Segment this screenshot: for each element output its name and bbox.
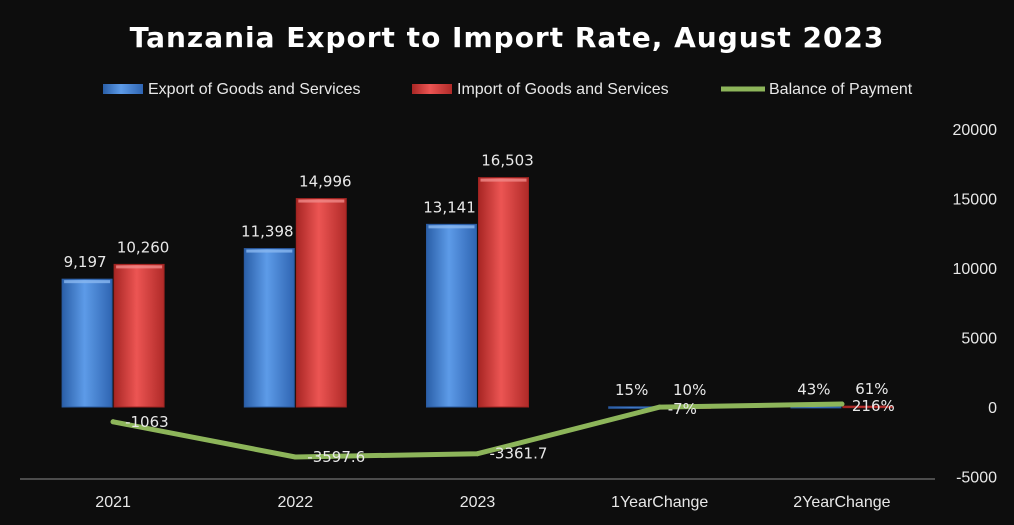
data-label-export: 11,398: [241, 223, 294, 241]
bar-import: [478, 177, 529, 408]
data-label-export: 15%: [615, 381, 648, 399]
legend-label-export: Export of Goods and Services: [148, 81, 361, 98]
data-label-import: 16,503: [481, 152, 534, 170]
data-label-balance: 216%: [852, 397, 895, 415]
data-label-export: 9,197: [64, 253, 107, 271]
bar-highlight-import: [116, 265, 163, 269]
data-label-export: 43%: [797, 380, 830, 398]
legend: Export of Goods and Services Import of G…: [103, 81, 913, 98]
y-tick-label: -5000: [956, 470, 997, 487]
data-label-import: 61%: [855, 380, 888, 398]
x-tick-label: 2022: [278, 494, 314, 511]
data-label-import: 14,996: [299, 173, 352, 191]
y-tick-label: 5000: [961, 331, 997, 348]
bar-export: [426, 223, 477, 408]
data-label-export: 13,141: [423, 198, 476, 216]
x-tick-label: 1YearChange: [611, 494, 708, 511]
legend-label-balance: Balance of Payment: [769, 81, 913, 98]
bar-highlight-export: [428, 225, 475, 229]
legend-swatch-export: [103, 84, 143, 94]
data-label-balance: -7%: [668, 400, 697, 418]
chart-title: Tanzania Export to Import Rate, August 2…: [130, 21, 885, 54]
y-tick-label: 0: [988, 400, 997, 417]
bar-export: [243, 248, 295, 408]
data-label-balance: -3361.7: [490, 445, 548, 463]
balance-point: [839, 401, 845, 407]
data-label-import: 10,260: [117, 238, 170, 256]
balance-line: [110, 401, 845, 460]
balance-point: [475, 451, 480, 457]
legend-swatch-import: [412, 84, 452, 94]
bar-highlight-import: [480, 178, 527, 182]
y-tick-label: 10000: [953, 261, 998, 278]
data-label-balance: -1063: [125, 413, 169, 431]
bar-import: [295, 198, 347, 408]
legend-label-import: Import of Goods and Services: [457, 81, 669, 98]
x-tick-label: 2021: [95, 494, 131, 511]
y-tick-label: 20000: [953, 122, 998, 139]
y-tick-label: 15000: [953, 192, 998, 209]
plot-area: 20000 15000 10000 5000 0 -5000 2021 2022 2023 1Ye…: [20, 122, 997, 511]
balance-point: [292, 454, 298, 460]
data-label-import: 10%: [673, 381, 706, 399]
bar-highlight-import: [298, 199, 345, 203]
bar-highlight-export: [246, 249, 293, 253]
bar-highlight-export: [64, 280, 111, 284]
balance-point: [657, 404, 663, 410]
bar-export: [61, 278, 113, 408]
bar-import: [842, 405, 894, 409]
x-tick-label: 2YearChange: [793, 494, 890, 511]
balance-point: [110, 419, 116, 425]
data-label-balance: -3597.6: [307, 448, 365, 466]
bar-import: [113, 263, 165, 408]
x-tick-label: 2023: [460, 494, 496, 511]
